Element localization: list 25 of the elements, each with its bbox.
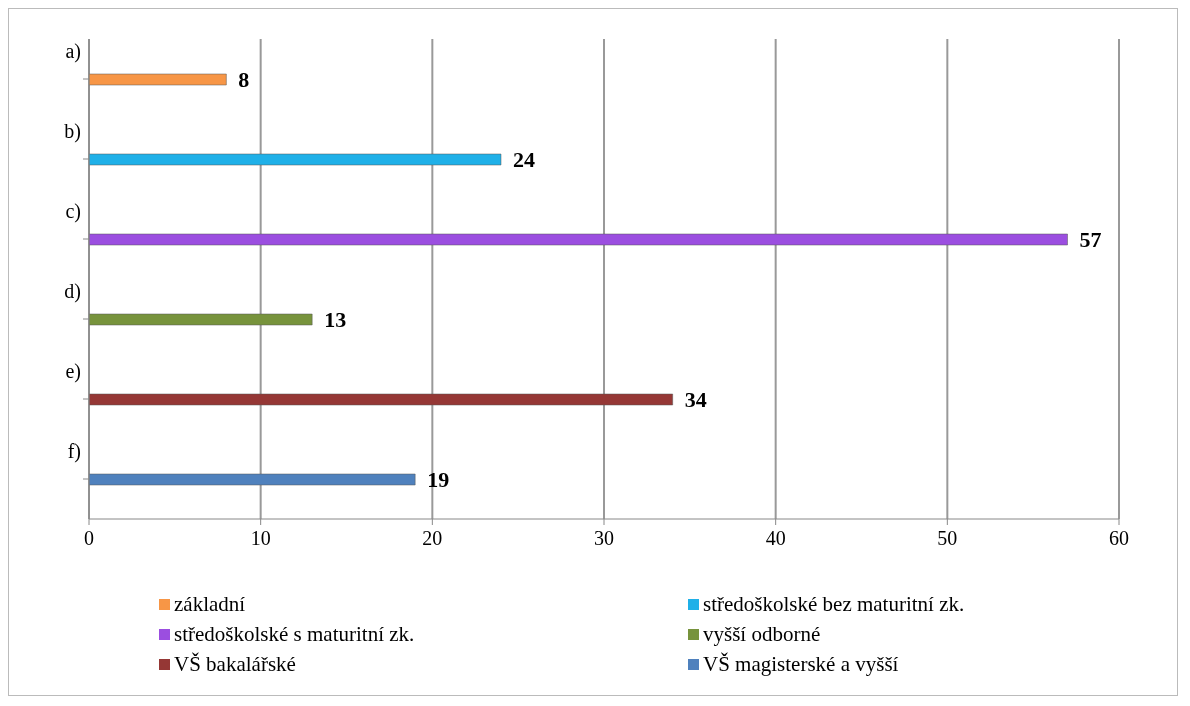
data-label: 57 bbox=[1079, 227, 1102, 253]
data-label: 24 bbox=[513, 147, 535, 173]
x-tick-label: 40 bbox=[765, 527, 786, 550]
legend-label: vyšší odborné bbox=[703, 621, 821, 648]
data-label: 13 bbox=[324, 307, 347, 333]
y-tick-label: d) bbox=[64, 280, 81, 304]
legend-label: VŠ magisterské a vyšší bbox=[703, 651, 899, 678]
y-tick-label: e) bbox=[65, 360, 81, 384]
data-label: 34 bbox=[684, 387, 707, 413]
data-label: 8 bbox=[238, 67, 250, 93]
y-tick-label: b) bbox=[64, 120, 81, 144]
legend-label: VŠ bakalářské bbox=[174, 651, 296, 678]
x-tick-label: 20 bbox=[422, 527, 443, 550]
legend-label: středoškolské s maturitní zk. bbox=[174, 621, 415, 648]
legend-label: základní bbox=[174, 591, 246, 618]
y-tick-label: a) bbox=[65, 40, 81, 64]
data-label: 19 bbox=[427, 467, 450, 493]
x-tick-label: 10 bbox=[250, 527, 271, 550]
y-tick-label: f) bbox=[67, 440, 81, 464]
x-tick-label: 50 bbox=[937, 527, 958, 550]
x-tick-label: 0 bbox=[84, 527, 94, 550]
legend-label: středoškolské bez maturitní zk. bbox=[703, 591, 965, 618]
x-tick-label: 30 bbox=[594, 527, 614, 550]
y-tick-label: c) bbox=[65, 200, 81, 224]
x-tick-label: 60 bbox=[1109, 527, 1129, 550]
